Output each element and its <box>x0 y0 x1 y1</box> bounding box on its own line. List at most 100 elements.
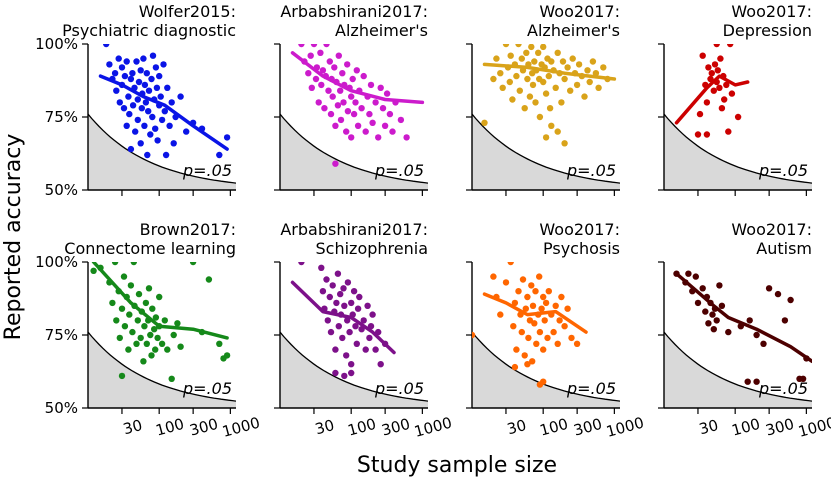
data-point <box>327 110 335 118</box>
data-point <box>145 108 152 115</box>
data-point <box>493 55 500 62</box>
data-point <box>367 81 375 89</box>
data-point <box>130 262 137 266</box>
panel-title-line2: Psychiatric diagnostic <box>62 21 236 40</box>
data-point <box>132 128 139 135</box>
data-point <box>127 145 135 153</box>
data-point <box>337 290 344 298</box>
data-point <box>734 113 742 121</box>
data-point <box>531 58 538 65</box>
significance-region <box>280 332 428 408</box>
data-point <box>134 317 141 324</box>
data-point <box>522 305 529 312</box>
data-point <box>760 340 767 347</box>
data-point <box>344 317 351 324</box>
data-point <box>364 302 371 309</box>
data-point <box>728 90 736 97</box>
data-point <box>223 352 231 359</box>
x-tick-label: 1000 <box>796 414 831 441</box>
data-point <box>332 369 339 377</box>
data-point <box>589 58 597 65</box>
data-point <box>723 81 730 89</box>
panel-title-line1: Brown2017: <box>140 220 236 239</box>
data-point <box>717 55 724 62</box>
data-point <box>170 140 177 147</box>
data-point <box>584 67 591 74</box>
data-point <box>529 81 537 89</box>
panel-title-line2: Schizophrenia <box>316 239 428 258</box>
significance-region <box>472 114 620 190</box>
data-point <box>339 334 346 342</box>
data-point <box>90 267 97 274</box>
data-point <box>506 78 513 86</box>
p-value-label: p=.05 <box>182 161 232 180</box>
panel-1: 50% 75% 100% p=.05 Wolfer2015:Psychiatric di… <box>35 2 236 199</box>
data-point <box>746 317 753 324</box>
panel-8: 30 100 300 1000 p=.05 Woo2017:Autism <box>658 220 831 441</box>
data-point <box>710 87 717 94</box>
data-point <box>346 328 353 336</box>
panel-4: p=.05 Woo2017:Depression <box>658 2 812 196</box>
data-point <box>524 293 531 301</box>
data-point <box>331 64 338 71</box>
data-point <box>334 270 342 277</box>
data-points <box>694 44 742 138</box>
data-point <box>356 293 363 301</box>
data-point <box>142 99 150 106</box>
panel-2: p=.05 Arbabshirani2017:Alzheimer's <box>274 2 428 196</box>
p-value-label: p=.05 <box>374 161 424 180</box>
data-point <box>569 55 576 62</box>
significance-curve <box>472 113 620 184</box>
data-point <box>321 105 328 112</box>
panel-title-line1: Arbabshirani2017: <box>280 2 428 21</box>
trend-line <box>98 74 229 151</box>
data-point <box>133 340 140 347</box>
data-point <box>544 334 551 342</box>
panel-title-line2: Psychosis <box>543 239 620 258</box>
data-point <box>528 44 535 51</box>
data-point <box>581 93 588 100</box>
data-point <box>481 119 488 127</box>
data-point <box>703 131 711 138</box>
data-point <box>511 363 519 371</box>
data-point <box>126 110 133 118</box>
data-point <box>699 52 706 59</box>
data-point <box>170 331 177 339</box>
data-point <box>705 64 712 71</box>
data-point <box>366 110 373 118</box>
significance-curve <box>88 113 236 184</box>
data-point <box>145 87 153 94</box>
data-point <box>561 323 568 330</box>
data-point <box>317 49 324 56</box>
trend-line <box>290 51 425 105</box>
data-point <box>148 352 155 359</box>
data-point <box>542 299 550 307</box>
data-point <box>600 64 607 71</box>
data-point <box>554 128 561 135</box>
data-point <box>524 75 531 83</box>
data-point <box>168 99 175 106</box>
data-point <box>354 122 362 129</box>
data-point <box>337 116 345 124</box>
data-point <box>507 262 514 266</box>
data-point <box>521 352 528 359</box>
data-point <box>340 99 347 106</box>
data-point <box>142 299 150 307</box>
panel-3: p=.05 Woo2017:Alzheimer's <box>466 2 620 196</box>
data-point <box>559 58 567 65</box>
data-point <box>111 70 119 77</box>
data-point <box>118 372 126 380</box>
panel-title-line2: Autism <box>756 239 812 258</box>
data-point <box>558 293 565 301</box>
data-point <box>592 70 600 77</box>
panel-title-line1: Woo2017: <box>539 220 620 239</box>
data-point <box>713 44 720 48</box>
data-point <box>153 84 161 92</box>
data-point <box>526 93 534 100</box>
data-point <box>545 72 552 80</box>
y-axis-label: Reported accuracy <box>1 134 26 341</box>
data-point <box>524 361 531 368</box>
data-point <box>307 52 314 59</box>
data-point <box>152 64 160 71</box>
data-point <box>541 317 548 324</box>
